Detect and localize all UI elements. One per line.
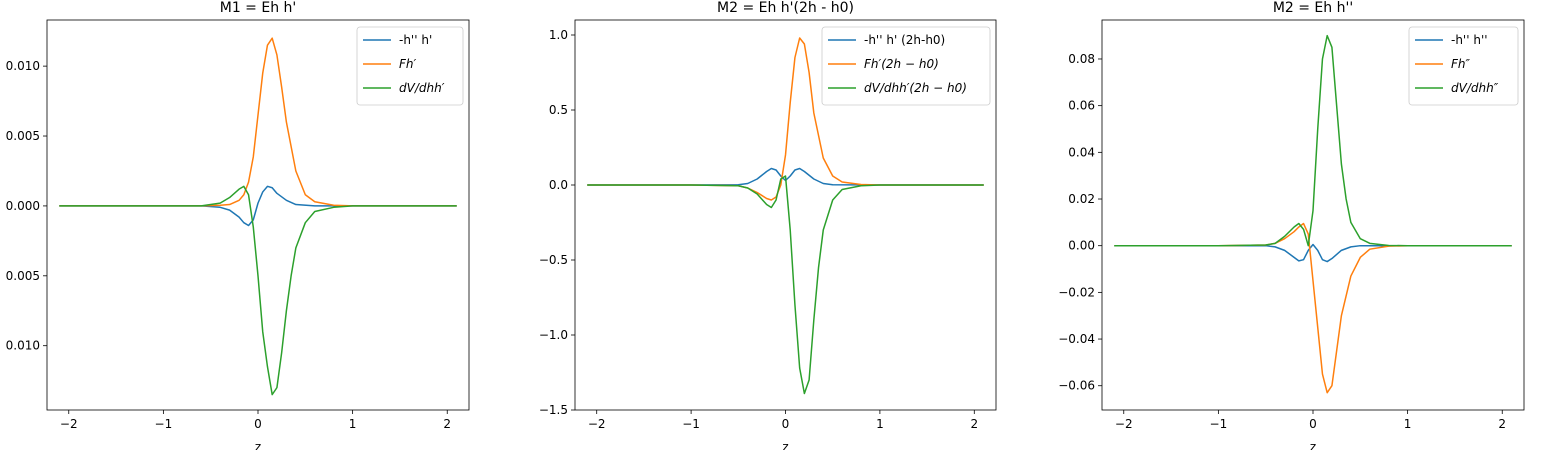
x-tick-label: 2 — [1498, 417, 1506, 431]
series-line-1 — [59, 185, 457, 227]
legend: -h'' h'' Fh″ dV/dhh″ — [1408, 26, 1519, 106]
y-tick-label: 0.005 — [6, 129, 40, 143]
y-tick-label: 0.010 — [6, 59, 40, 73]
y-tick-label: 0.08 — [1068, 52, 1095, 66]
y-tick-label: 0.0 — [549, 178, 568, 192]
subplot-1: −2 −1 0 1 2 0.010 0.005 0.000 0.005 0.010 M1 = Eh … — [6, 0, 470, 450]
x-tick-label: 1 — [876, 417, 884, 431]
y-tick-label: 0.005 — [6, 269, 40, 283]
y-tick-label: 0.000 — [6, 199, 40, 213]
x-tick-label: 0 — [782, 417, 790, 431]
legend-box — [1408, 26, 1519, 106]
legend-box — [821, 26, 991, 106]
legend-label: -h'' h' (2h-h0) — [864, 33, 945, 47]
y-tick-label: −1.0 — [539, 328, 568, 342]
y-tick-label: −0.06 — [1058, 379, 1095, 393]
y-tick-label: 0.5 — [549, 103, 568, 117]
x-axis-label: z — [1310, 440, 1316, 450]
y-tick-label: 0.06 — [1068, 99, 1095, 113]
series-line-3 — [1114, 34, 1512, 247]
subplot-2: −2 −1 0 1 2 −1.5 −1.0 −0.5 0.0 0.5 1.0 M2 = Eh h'(2… — [539, 0, 997, 450]
series-line-2 — [1114, 222, 1512, 394]
series-line-3 — [587, 175, 984, 395]
legend-label: dV/dhh″ — [1451, 81, 1499, 95]
x-tick-label: 1 — [1404, 417, 1412, 431]
series-line-2 — [59, 37, 457, 207]
legend-label: -h'' h' — [399, 33, 432, 47]
legend-label: Fh′ — [399, 57, 417, 71]
chart-title: M2 = Eh h'(2h - h0) — [717, 0, 854, 16]
chart-title: M1 = Eh h' — [220, 0, 297, 16]
x-tick-label: −2 — [60, 417, 78, 431]
legend-box — [356, 26, 464, 106]
x-axis-label: z — [255, 440, 261, 450]
x-axis-label: z — [782, 440, 788, 450]
y-tick-label: −0.04 — [1058, 332, 1095, 346]
legend: -h'' h' (2h-h0) Fh′(2h − h0) dV/dhh′(2h − … — [821, 26, 991, 106]
subplot-3: −2 −1 0 1 2 −0.06 −0.04 −0.02 0.00 0.02 0.04 0.06 0.… — [1058, 0, 1525, 450]
legend-label: -h'' h'' — [1451, 33, 1488, 47]
series-line-3 — [59, 185, 457, 396]
x-tick-label: 0 — [1309, 417, 1317, 431]
x-tick-label: −2 — [588, 417, 606, 431]
x-tick-label: −2 — [1115, 417, 1133, 431]
x-tick-label: 0 — [254, 417, 262, 431]
x-tick-label: 2 — [443, 417, 451, 431]
x-tick-label: −1 — [1210, 417, 1228, 431]
legend-label: dV/dhh′(2h − h0) — [864, 81, 967, 95]
y-tick-label: −0.5 — [539, 253, 568, 267]
y-tick-label: 0.02 — [1068, 192, 1095, 206]
y-tick-label: 0.04 — [1068, 145, 1095, 159]
y-tick-label: −1.5 — [539, 403, 568, 417]
x-tick-label: 1 — [349, 417, 357, 431]
y-tick-label: 1.0 — [549, 28, 568, 42]
legend: -h'' h' Fh′ dV/dhh′ — [356, 26, 464, 106]
legend-label: dV/dhh′ — [399, 81, 445, 95]
y-tick-label: 0.010 — [6, 339, 40, 353]
legend-label: Fh′(2h − h0) — [864, 57, 939, 71]
x-tick-label: −1 — [682, 417, 700, 431]
x-tick-label: 2 — [970, 417, 978, 431]
chart-title: M2 = Eh h'' — [1273, 0, 1353, 16]
series-line-1 — [1114, 243, 1512, 263]
x-tick-label: −1 — [155, 417, 173, 431]
legend-label: Fh″ — [1451, 57, 1471, 71]
y-tick-label: 0.00 — [1068, 239, 1095, 253]
y-tick-label: −0.02 — [1058, 285, 1095, 299]
